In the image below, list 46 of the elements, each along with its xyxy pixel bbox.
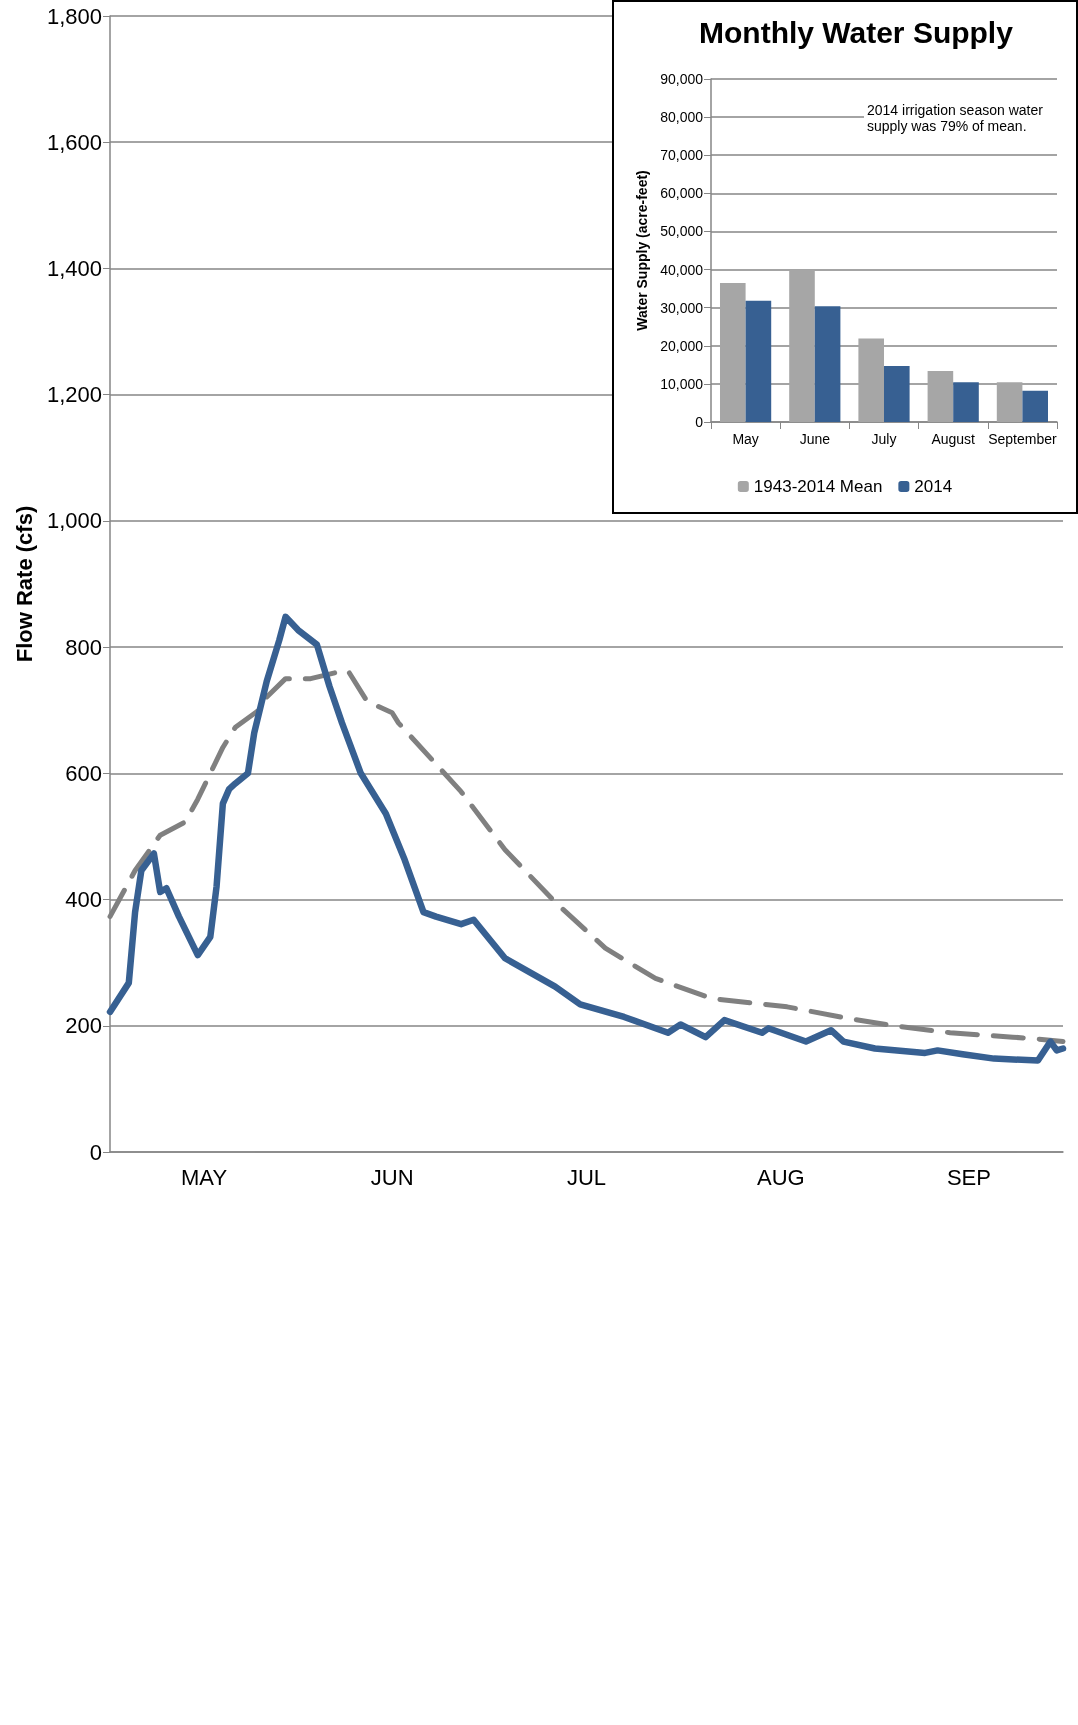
legend-label: 2014: [914, 477, 953, 496]
x-tick-label: JUN: [370, 1164, 414, 1190]
x-tick-label: JUL: [566, 1164, 607, 1190]
y-tick-label: 60,000: [660, 185, 704, 202]
y-tick-label: 10,000: [660, 375, 704, 392]
y-tick-label: 70,000: [660, 147, 704, 164]
x-tick-label: September: [988, 431, 1057, 447]
y-tick-label: 0: [695, 414, 704, 430]
y-tick-label: 600: [65, 760, 102, 786]
chart-title: Monthly Water Supply: [699, 15, 1014, 49]
bar: [745, 300, 772, 422]
y-tick-label: 20,000: [660, 337, 704, 354]
y-tick-label: 1,200: [46, 382, 102, 408]
legend-label: 1943-2014 Mean: [753, 477, 883, 496]
annotation: 2014 irrigation season water supply was 79% of mean.: [867, 102, 1047, 134]
y-tick-label: 80,000: [660, 109, 704, 126]
bar: [996, 382, 1023, 422]
y-tick-label: 40,000: [660, 261, 704, 278]
bar: [720, 282, 746, 422]
y-tick-label: 50,000: [660, 223, 704, 240]
bar: [789, 269, 815, 422]
bar: [953, 382, 979, 422]
bar: [858, 338, 884, 422]
y-axis-title: Flow Rate (cfs): [11, 505, 37, 663]
bar: [884, 365, 910, 422]
y-tick-label: 30,000: [660, 299, 704, 316]
y-tick-label: 400: [65, 887, 102, 913]
y-tick-label: 800: [65, 634, 102, 660]
bar: [927, 370, 954, 422]
x-tick-label: May: [732, 431, 759, 447]
x-tick-label: August: [931, 431, 976, 447]
bar: [814, 306, 841, 422]
x-tick-label: July: [871, 431, 897, 447]
y-tick-label: 1,400: [46, 255, 102, 281]
x-tick-label: June: [799, 431, 831, 447]
y-tick-label: 1,600: [46, 129, 102, 155]
y-tick-label: 1,800: [46, 3, 102, 29]
x-tick-label: MAY: [181, 1164, 228, 1190]
y-tick-label: 0: [89, 1139, 102, 1165]
bar: [1022, 390, 1048, 422]
y-tick-label: 90,000: [660, 71, 704, 87]
y-tick-label: 200: [65, 1013, 102, 1039]
x-tick-label: SEP: [946, 1164, 991, 1190]
y-tick-label: 1,000: [46, 508, 102, 534]
y-axis-title: Water Supply (acre-feet): [634, 170, 650, 331]
x-tick-label: AUG: [757, 1164, 805, 1190]
